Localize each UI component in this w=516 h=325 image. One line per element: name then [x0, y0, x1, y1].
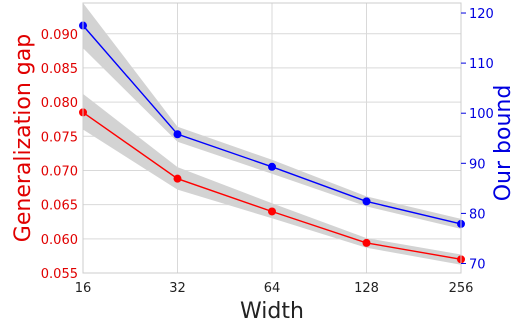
x-tick-label: 256 [449, 281, 474, 296]
generalization-gap-point [362, 238, 371, 247]
left-tick-label: 0.070 [41, 164, 78, 179]
x-tick-label: 16 [75, 281, 92, 296]
x-tick-label: 128 [354, 281, 379, 296]
right-tick-label: 100 [469, 107, 494, 122]
our-bound-point [173, 130, 182, 139]
left-tick-label: 0.085 [41, 62, 78, 77]
x-axis: 16 32 64 128 256 [75, 281, 474, 296]
right-tick-label: 110 [469, 57, 494, 72]
plot-frame [82, 2, 462, 274]
right-tick-label: 80 [469, 207, 486, 222]
left-tick-label: 0.065 [41, 199, 78, 214]
left-axis-title: Generalization gap [11, 34, 36, 242]
our-bound-band [83, 3, 461, 229]
x-axis-title: Width [240, 299, 304, 324]
left-tick-label: 0.075 [41, 130, 78, 145]
right-tick-label: 90 [469, 157, 486, 172]
x-tick-label: 64 [264, 281, 281, 296]
left-axis: 0.055 0.060 0.065 0.070 0.075 0.080 0.085 0.090 [41, 28, 78, 282]
our-bound-point [362, 197, 371, 206]
right-axis: 70 80 90 100 110 120 [461, 7, 494, 272]
left-tick-label: 0.060 [41, 233, 78, 248]
left-tick-label: 0.080 [41, 96, 78, 111]
left-tick-label: 0.055 [41, 267, 78, 282]
our-bound-point [268, 162, 276, 171]
right-tick-label: 70 [469, 257, 486, 272]
left-tick-label: 0.090 [41, 28, 78, 43]
band-layer [83, 3, 461, 265]
right-axis-title: Our bound [491, 85, 516, 202]
generalization-gap-point [173, 174, 182, 183]
x-tick-label: 32 [169, 281, 186, 296]
right-tick-label: 120 [469, 7, 494, 22]
generalization-gap-point [268, 207, 276, 216]
